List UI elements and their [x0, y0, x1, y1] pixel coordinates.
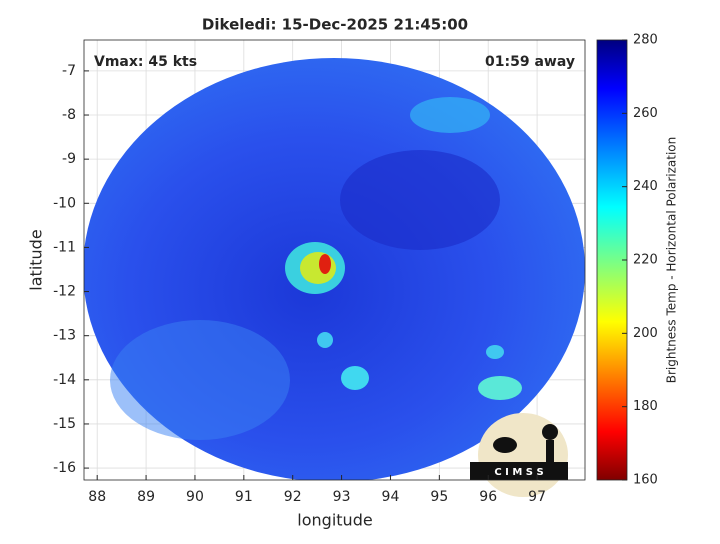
colorbar-tick-label: 260 — [633, 106, 658, 121]
x-tick-label: 90 — [186, 489, 204, 505]
annotation: Vmax: 45 kts — [94, 54, 197, 70]
x-tick-label: 96 — [479, 489, 497, 505]
x-tick-label: 95 — [430, 489, 448, 505]
x-tick-label: 92 — [284, 489, 302, 505]
colorbar-tick-label: 180 — [633, 399, 658, 414]
y-tick-label: -7 — [62, 63, 76, 79]
cloud-band — [486, 345, 504, 359]
y-tick-label: -14 — [53, 372, 76, 388]
colorbar-tick-label: 160 — [633, 473, 658, 488]
plot-frame — [83, 39, 586, 481]
swath-texture — [340, 150, 500, 250]
colorbar-tick-label: 220 — [633, 253, 658, 268]
y-tick-label: -15 — [53, 416, 76, 432]
x-axis-label: longitude — [297, 511, 372, 530]
cloud-band — [478, 376, 522, 400]
eyewall-peak — [319, 254, 331, 274]
y-tick-label: -10 — [53, 195, 76, 211]
chart-title: Dikeledi: 15-Dec-2025 21:45:00 — [202, 16, 468, 34]
logo-text: C I M S S — [494, 467, 543, 478]
annotation: 01:59 away — [485, 54, 575, 70]
logo: C I M S S — [470, 413, 568, 497]
y-tick-label: -16 — [53, 460, 76, 476]
colorbar-tick-label: 200 — [633, 326, 658, 341]
y-tick-label: -9 — [62, 151, 76, 167]
x-tick-label: 94 — [382, 489, 400, 505]
cloud-band — [317, 332, 333, 348]
x-tick-label: 97 — [528, 489, 546, 505]
x-tick-label: 91 — [235, 489, 253, 505]
colorbar-tick-label: 280 — [633, 33, 658, 48]
colorbar-tick-label: 240 — [633, 179, 658, 194]
colorbar-label: Brightness Temp - Horizontal Polarizatio… — [665, 137, 679, 384]
y-axis-label: latitude — [27, 229, 46, 290]
x-tick-label: 88 — [88, 489, 106, 505]
y-tick-label: -8 — [62, 107, 76, 123]
y-tick-label: -13 — [53, 328, 76, 344]
cloud-band — [341, 366, 369, 390]
cloud-band — [410, 97, 490, 133]
y-tick-label: -11 — [53, 239, 76, 255]
y-tick-label: -12 — [53, 284, 76, 300]
x-tick-label: 93 — [333, 489, 351, 505]
x-tick-label: 89 — [137, 489, 155, 505]
eyewall-core — [300, 252, 336, 284]
swath-texture — [110, 320, 290, 440]
imagery — [84, 58, 585, 480]
